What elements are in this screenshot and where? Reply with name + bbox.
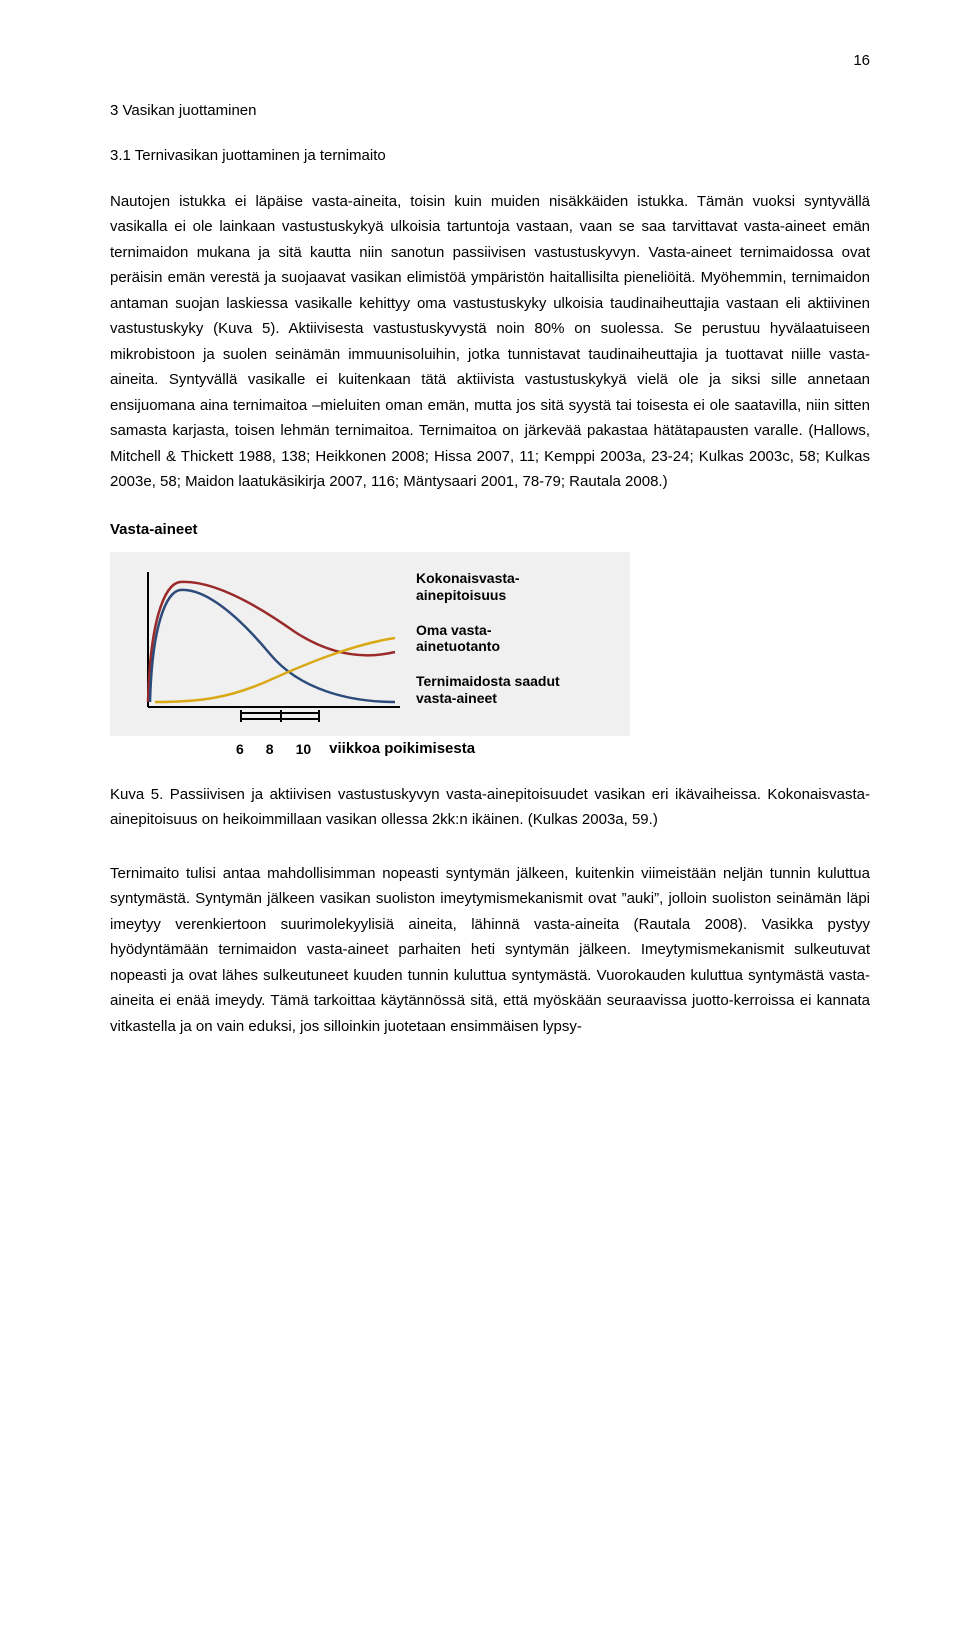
figure-caption: Kuva 5. Passiivisen ja aktiivisen vastus… — [110, 782, 870, 833]
heading-section: 3 Vasikan juottaminen — [110, 98, 870, 124]
y-axis-title: Vasta-aineet — [110, 517, 870, 543]
legend-colostrum: Ternimaidosta saadut vasta-aineet — [416, 673, 620, 707]
curve-own — [155, 638, 395, 702]
x-tick-0: 6 — [236, 738, 244, 762]
x-tick-2: 10 — [296, 738, 312, 762]
chart-legend: Kokonaisvasta- ainepitoisuus Oma vasta- … — [410, 562, 620, 732]
body-paragraph-1: Nautojen istukka ei läpäise vasta-aineit… — [110, 189, 870, 495]
x-tick-1: 8 — [266, 738, 274, 762]
chart-plot-area — [120, 562, 410, 732]
interval-marker — [240, 712, 320, 720]
x-axis-title: viikkoa poikimisesta — [315, 736, 475, 762]
figure-5: Vasta-aineet Kokonaisvasta- ainepitoisuu… — [110, 517, 870, 762]
chart-container: Kokonaisvasta- ainepitoisuus Oma vasta- … — [110, 552, 630, 736]
heading-subsection: 3.1 Ternivasikan juottaminen ja ternimai… — [110, 143, 870, 169]
curve-total — [148, 582, 395, 702]
page-number: 16 — [110, 48, 870, 74]
chart-svg — [120, 562, 410, 732]
x-ticks: 6 8 10 — [236, 738, 311, 762]
body-paragraph-2: Ternimaito tulisi antaa mahdollisimman n… — [110, 861, 870, 1040]
legend-total: Kokonaisvasta- ainepitoisuus — [416, 570, 620, 604]
x-axis-row: 6 8 10 viikkoa poikimisesta — [110, 736, 630, 762]
legend-own: Oma vasta- ainetuotanto — [416, 622, 620, 656]
